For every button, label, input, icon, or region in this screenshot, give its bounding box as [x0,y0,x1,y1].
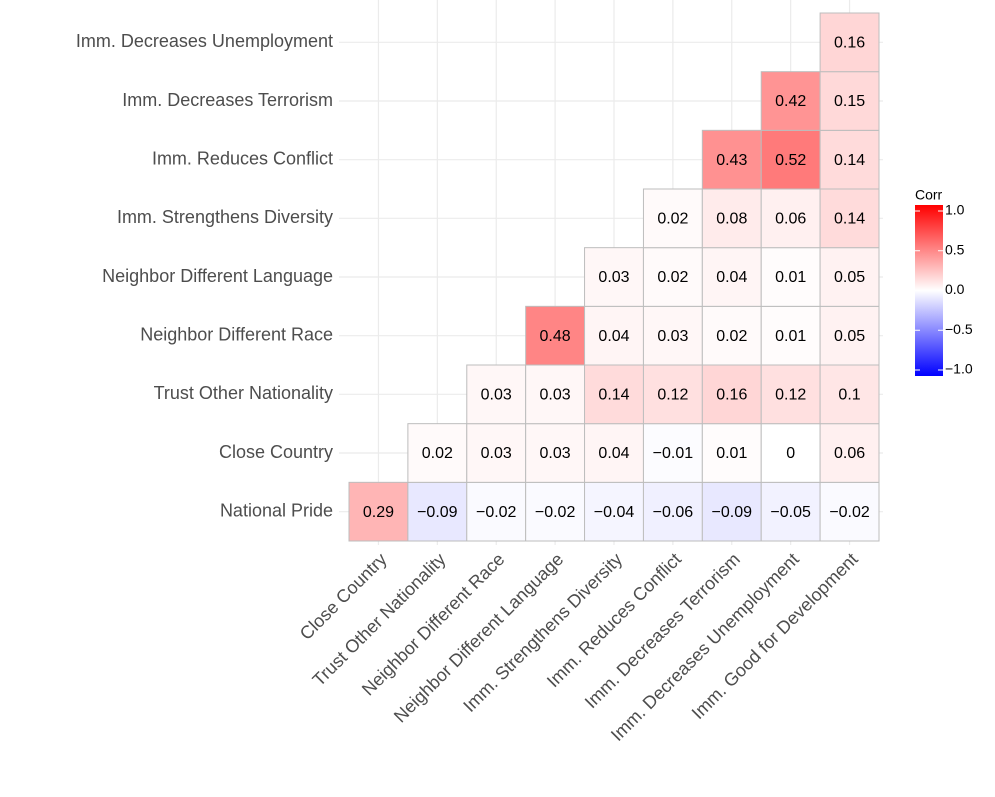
cell-label: 0.03 [598,269,629,286]
cell-label: −0.02 [829,504,870,521]
cell [819,12,880,73]
cell [819,364,880,425]
cell [466,364,527,425]
cell [819,423,880,483]
cell [642,364,703,425]
cell [819,481,880,542]
cell [584,364,644,425]
legend-tick-label: 1.0 [945,202,965,218]
legend-tick-label: −0.5 [945,321,973,337]
cell-label: 0.08 [716,211,747,228]
legend-tick-label: 0.5 [945,241,965,257]
y-tick-label: Imm. Strengthens Diversity [117,207,333,227]
cell-label: −0.09 [417,504,458,521]
cell-label: 0.14 [834,152,865,169]
cell-label: 0.14 [834,211,865,228]
cell [642,247,703,307]
legend-title: Corr [915,187,943,203]
cell [584,423,644,483]
cell-label: −0.02 [476,504,517,521]
cell-label: 0.15 [834,93,865,110]
cell [701,423,762,483]
y-tick-label: Neighbor Different Race [140,324,333,344]
cell-label: −0.04 [594,504,635,521]
cell-label: 0.03 [481,445,512,462]
cell-label: 0.12 [775,387,806,404]
cell-label: 0.02 [422,445,453,462]
cell-label: 0.42 [775,93,806,110]
cell-label: 0.06 [775,211,806,228]
cell [525,364,586,425]
y-tick-label: Close Country [219,442,333,462]
cell-label: 0.02 [657,211,688,228]
cell [760,364,821,425]
cell-label: 0.14 [598,387,629,404]
cell-label: 0.03 [481,387,512,404]
cell [642,423,703,483]
cell [525,481,586,542]
cell-label: 0.1 [838,387,860,404]
cell [525,305,586,366]
cell-label: 0.04 [598,445,629,462]
cell [819,305,880,366]
legend-tick-label: 0.0 [945,281,965,297]
cell [584,305,644,366]
cell [701,129,762,190]
cell [642,481,703,542]
y-tick-label: Neighbor Different Language [102,266,333,286]
cell [642,188,703,249]
legend-tick-label: −1.0 [945,361,973,377]
cell-label: 0.43 [716,152,747,169]
cell-label: 0.03 [540,387,571,404]
cell [760,423,821,483]
cell-label: 0.01 [775,269,806,286]
cell [760,305,821,366]
cell-label: 0.05 [834,328,865,345]
cell-label: 0.52 [775,152,806,169]
cell-label: −0.09 [712,504,753,521]
cell-label: −0.06 [653,504,694,521]
cell [701,364,762,425]
cell-label: 0.03 [657,328,688,345]
cell [760,481,821,542]
cell [584,247,644,307]
cell-label: 0.04 [716,269,747,286]
cell-label: 0.12 [657,387,688,404]
y-tick-label: Imm. Decreases Terrorism [122,90,333,110]
cell-label: 0.02 [657,269,688,286]
cell [525,423,586,483]
cell-label: −0.02 [535,504,576,521]
y-tick-label: National Pride [220,500,333,520]
cell-label: 0.03 [540,445,571,462]
cell-label: 0.01 [775,328,806,345]
cell-label: 0.01 [716,445,747,462]
cell-label: 0 [786,445,795,462]
cell-label: 0.02 [716,328,747,345]
cell-label: 0.05 [834,269,865,286]
cell-label: 0.16 [716,387,747,404]
y-tick-label: Imm. Reduces Conflict [152,148,333,168]
cell [407,423,468,483]
y-tick-label: Imm. Decreases Unemployment [76,31,333,51]
cell [819,71,880,131]
cell-label: 0.16 [834,35,865,52]
cell-label: 0.48 [540,328,571,345]
cell-label: −0.05 [770,504,811,521]
cell [701,247,762,307]
cell-label: −0.01 [653,445,694,462]
cell-label: 0.04 [598,328,629,345]
cell [642,305,703,366]
cell-label: 0.06 [834,445,865,462]
cell-label: 0.29 [363,504,394,521]
y-tick-label: Trust Other Nationality [154,383,333,403]
